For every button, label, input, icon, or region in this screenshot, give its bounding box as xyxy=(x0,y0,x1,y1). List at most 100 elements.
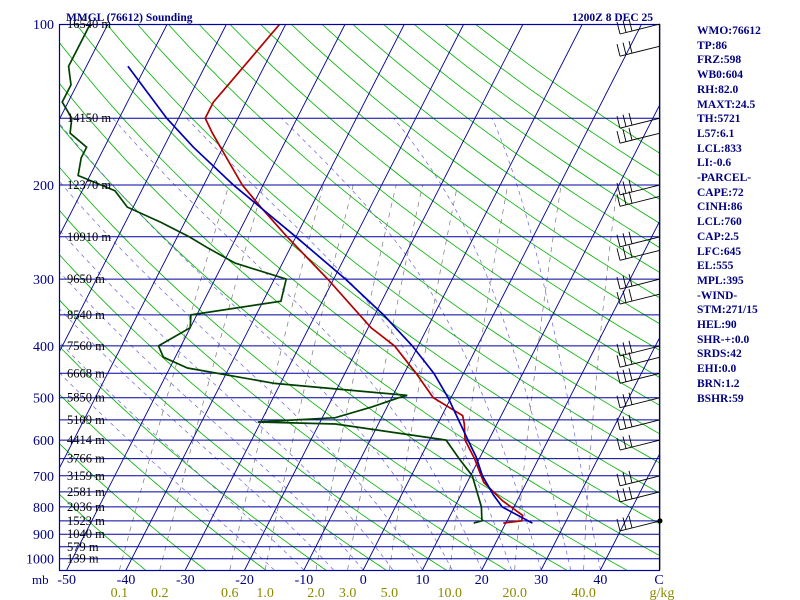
index-el: EL:555 xyxy=(697,260,734,273)
wind-barb-feather xyxy=(622,246,627,259)
height-label: 12370 m xyxy=(67,178,111,192)
wind-barb-feather xyxy=(616,518,621,532)
wind-barb-feather xyxy=(622,394,627,407)
dry-adiabat-line xyxy=(321,24,659,273)
wind-barb-feather xyxy=(616,355,621,368)
wind-barb-staff xyxy=(619,345,661,357)
temperature-trace xyxy=(204,24,524,524)
wind-barb-feather xyxy=(628,273,633,287)
wind-barb-feather xyxy=(622,369,627,382)
wind-barb-feather xyxy=(622,416,627,429)
wind-barb-feather xyxy=(616,44,621,57)
chart-title: MMGL (76612) Sounding xyxy=(66,12,193,24)
wind-barb-staff xyxy=(619,184,661,196)
dry-adiabat-line xyxy=(59,345,327,570)
index-mpl: MPL:395 xyxy=(697,274,744,287)
wind-barb-icon xyxy=(616,470,661,487)
dewpoint-trace xyxy=(61,24,483,524)
wind-barb-icon xyxy=(616,414,661,431)
wind-barb-feather xyxy=(622,181,627,194)
index-bshr: BSHR:59 xyxy=(697,392,744,405)
index-maxt: MAXT:24.5 xyxy=(697,98,756,111)
index-shr: SHR-+:0.0 xyxy=(697,333,750,346)
wind-barb-feather xyxy=(628,392,633,405)
dry-adiabat-line xyxy=(59,209,507,570)
mixing-ratio-label: 40.0 xyxy=(571,586,596,600)
height-label: 3766 m xyxy=(67,452,105,466)
height-label: 2036 m xyxy=(67,500,105,514)
wind-barb-feather xyxy=(616,248,621,261)
parcel-trace xyxy=(127,65,533,524)
pressure-unit-label: mb xyxy=(32,572,49,587)
wind-barb-staff xyxy=(619,249,661,261)
mixing-ratio-line xyxy=(449,184,509,570)
dry-adiabat-line xyxy=(59,82,659,556)
wind-barb-staff xyxy=(619,475,661,487)
wind-barb-icon xyxy=(616,179,661,196)
wind-barb-staff xyxy=(619,195,661,207)
isotherm-line xyxy=(303,24,583,570)
height-label: 10910 m xyxy=(67,230,111,244)
dry-adiabat-line xyxy=(59,123,627,570)
wind-barb-staff xyxy=(619,491,661,503)
mixing-ratio-line xyxy=(229,184,324,570)
wind-barb-feather xyxy=(628,288,633,302)
index-parcel-lcl: LCL:760 xyxy=(697,216,742,229)
wind-barb-feather xyxy=(622,517,627,530)
wind-barb-icon xyxy=(616,113,661,129)
index-rh: RH:82.0 xyxy=(697,83,739,96)
temperature-tick-label: -10 xyxy=(295,573,314,588)
wind-barb-feather xyxy=(628,245,633,258)
parcel-section-header: -PARCEL- xyxy=(697,172,752,185)
temperature-tick-label: 30 xyxy=(534,573,548,588)
mixing-ratio-line xyxy=(583,184,618,570)
temperature-tick-label: 20 xyxy=(475,573,489,588)
wind-barb-feather xyxy=(622,20,627,33)
height-label: 4414 m xyxy=(67,433,105,447)
wind-barb-staff xyxy=(619,132,661,144)
dry-adiabat-line xyxy=(137,24,659,434)
wind-barb-icon xyxy=(616,288,661,305)
wind-barb-feather xyxy=(628,113,633,126)
pressure-tick-label: 800 xyxy=(33,501,54,516)
wind-barb-feather xyxy=(616,131,621,144)
wind-barb-feather xyxy=(616,343,621,357)
wind-barb-feather xyxy=(622,472,627,485)
axis-labels: 16540 m 14150 m 12370 m 10910 m 9650 m 8540 m… xyxy=(26,17,674,600)
wind-barb-feather xyxy=(628,191,633,204)
mixing-ratio-label: 3.0 xyxy=(339,586,357,600)
index-lcl: LCL:833 xyxy=(697,142,742,155)
index-srds: SRDS:42 xyxy=(697,348,742,361)
wind-barb-feather xyxy=(622,290,627,303)
wind-barb-icon xyxy=(616,368,661,384)
isotherm-line xyxy=(59,24,109,121)
dry-adiabat-line xyxy=(352,24,659,248)
temperature-tick-label: -30 xyxy=(176,573,195,588)
wind-barb-staff xyxy=(619,236,661,248)
wind-barb-icon xyxy=(616,191,661,207)
index-th: TH:5721 xyxy=(697,113,741,126)
isotherm-line xyxy=(59,24,227,354)
dry-adiabat-line xyxy=(229,24,659,351)
isotherm-line xyxy=(362,24,643,570)
mixing-ratio-line xyxy=(315,184,397,570)
wind-barb-feather xyxy=(628,470,633,483)
index-tp: TP:86 xyxy=(697,39,728,52)
wind-barb-feather xyxy=(628,41,633,54)
wind-section-header: -WIND- xyxy=(697,289,738,302)
wind-barb-staff xyxy=(619,23,661,35)
isotherm-line xyxy=(59,24,168,238)
isotherm-line xyxy=(125,24,405,570)
wind-barb-feather xyxy=(622,192,627,205)
pressure-tick-label: 100 xyxy=(33,18,54,33)
isotherm-line xyxy=(184,24,465,570)
dry-adiabat-line xyxy=(259,24,659,324)
wind-barb-icon xyxy=(616,392,661,409)
wind-barb-feather xyxy=(616,473,621,486)
dry-adiabat-line xyxy=(198,24,659,378)
wind-barb-feather xyxy=(622,353,627,366)
valid-time: 1200Z 8 DEC 25 xyxy=(572,12,653,24)
isotherm-line xyxy=(422,105,659,570)
wind-barb-feather xyxy=(616,276,621,290)
